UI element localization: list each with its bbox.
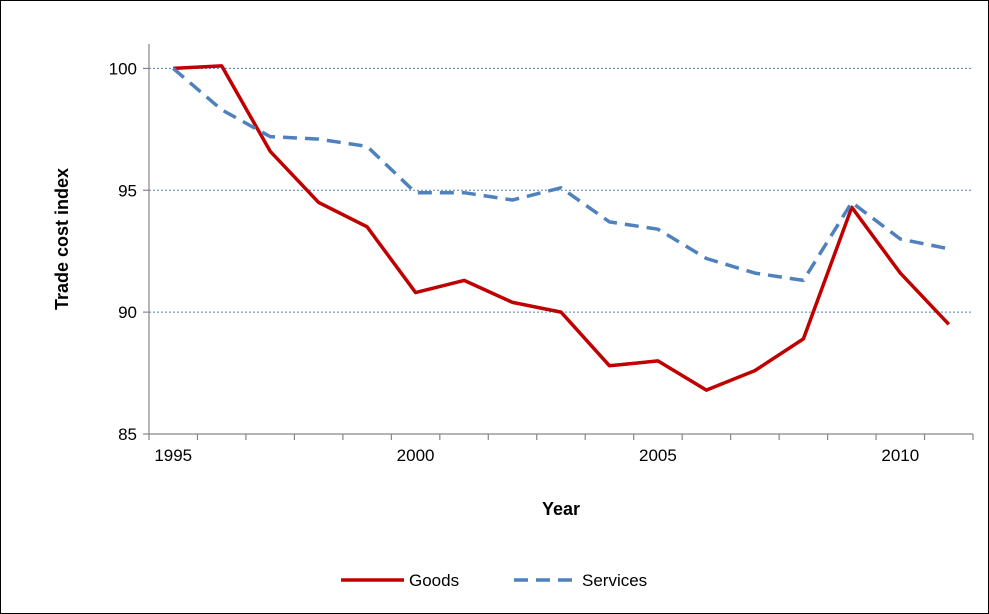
legend: Goods Services (341, 571, 647, 590)
y-tick-label: 95 (118, 181, 137, 200)
y-tick-label: 90 (118, 303, 137, 322)
series-line-services (172, 67, 950, 283)
series-layer (172, 64, 951, 392)
x-tick-label: 2000 (397, 446, 435, 465)
gridlines (149, 67, 973, 313)
axes (148, 44, 973, 435)
x-tick-label: 2010 (881, 446, 919, 465)
y-tick-label: 100 (109, 59, 137, 78)
x-tick-label: 2005 (639, 446, 677, 465)
y-axis-title: Trade cost index (52, 168, 72, 310)
series-line-goods (173, 64, 951, 392)
x-axis-title: Year (542, 499, 580, 519)
x-axis-ticks: 1995 2000 2005 2010 (148, 434, 974, 465)
x-tick-label: 1995 (154, 446, 192, 465)
y-axis-ticks: 85 90 95 100 (109, 59, 149, 444)
legend-label-goods: Goods (409, 571, 459, 590)
y-tick-label: 85 (118, 425, 137, 444)
legend-label-services: Services (582, 571, 647, 590)
